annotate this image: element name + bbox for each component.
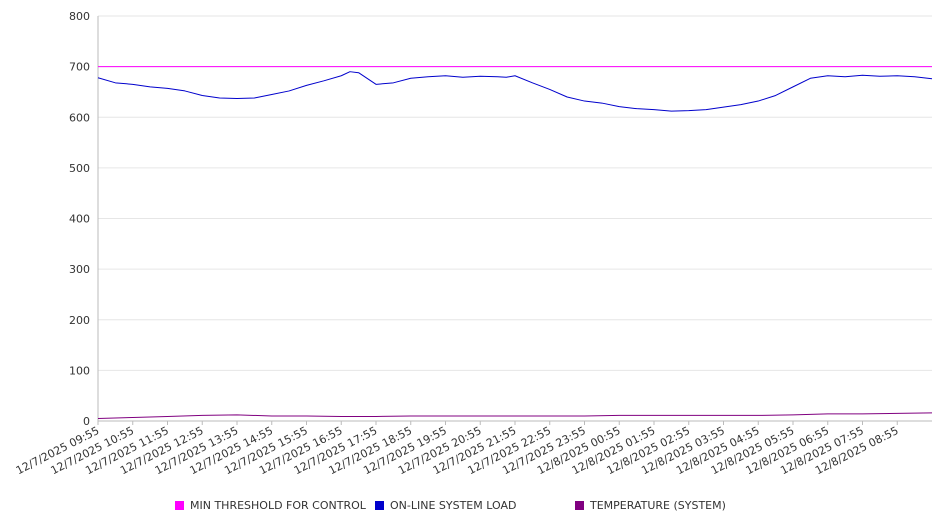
legend-label: TEMPERATURE (SYSTEM) (589, 499, 726, 512)
y-tick-label: 300 (69, 263, 90, 276)
series-line-2 (97, 71, 933, 112)
legend: MIN THRESHOLD FOR CONTROL ON-LINE SYSTEM … (175, 499, 726, 512)
y-tick-label: 800 (69, 10, 90, 23)
series-line-3 (97, 412, 933, 419)
y-tick-label: 400 (69, 213, 90, 226)
legend-swatch (175, 501, 184, 510)
legend-label: MIN THRESHOLD FOR CONTROL (190, 499, 367, 512)
y-tick-label: 0 (83, 415, 90, 428)
axes (97, 16, 932, 425)
y-tick-label: 600 (69, 111, 90, 124)
series-lines (97, 66, 933, 419)
y-tick-label: 700 (69, 61, 90, 74)
y-tick-label: 200 (69, 314, 90, 327)
y-tick-labels: 0 100 200 300 400 500 600 700 800 (69, 10, 90, 428)
legend-swatch (375, 501, 384, 510)
legend-swatch (575, 501, 584, 510)
grid-lines (98, 15, 932, 371)
y-tick-label: 500 (69, 162, 90, 175)
y-tick-label: 100 (69, 364, 90, 377)
legend-label: ON-LINE SYSTEM LOAD (390, 499, 516, 512)
